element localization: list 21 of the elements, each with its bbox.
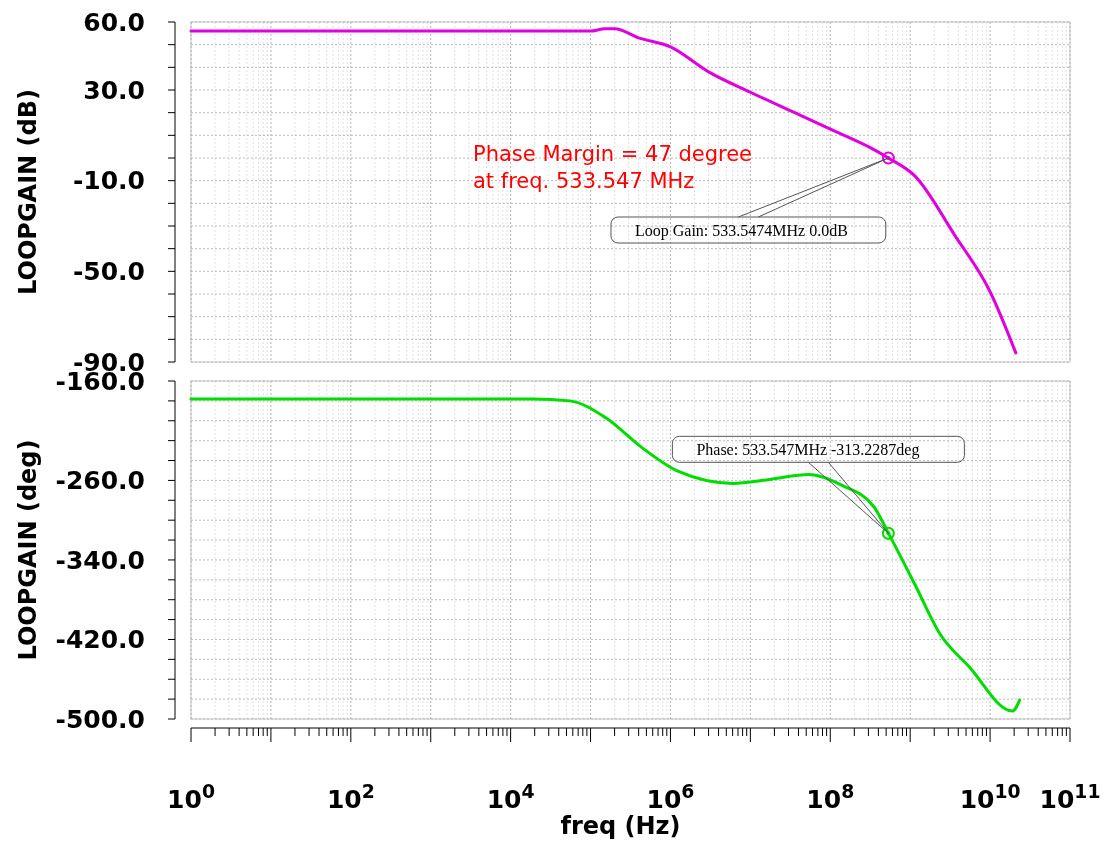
y-tick-label: -340.0: [55, 545, 145, 575]
annotation: Phase: 533.547MHz -313.2287deg: [696, 440, 920, 459]
y-tick-label: -50.0: [72, 257, 145, 287]
x-tick-label: 10$^{6}$: [646, 780, 695, 814]
x-tick-label: 10$^{2}$: [326, 780, 375, 814]
x-tick-label: 10$^{4}$: [486, 780, 535, 814]
x-axis-title: freq (Hz): [560, 812, 681, 840]
y-axis-title: LOOPGAIN (dB): [14, 89, 42, 295]
y-tick-label: -10.0: [72, 166, 145, 196]
y-tick-label: -260.0: [55, 466, 145, 496]
x-tick-label: 10$^{10}$: [959, 780, 1021, 814]
y-axis-title: LOOPGAIN (deg): [14, 439, 42, 661]
annotation: Loop Gain: 533.5474MHz 0.0dB: [634, 221, 848, 240]
annotation: Phase Margin = 47 degree at freq. 533.547 MHz: [473, 142, 753, 193]
x-tick-label: 10$^{8}$: [806, 780, 855, 814]
y-tick-label: -420.0: [55, 625, 145, 655]
y-tick-label: 30.0: [83, 75, 145, 105]
x-tick-label: 10$^{0}$: [167, 780, 215, 814]
x-tick-label: 10$^{11}$: [1039, 780, 1101, 814]
y-tick-label: -500.0: [55, 704, 145, 734]
y-tick-label: 60.0: [83, 7, 145, 37]
